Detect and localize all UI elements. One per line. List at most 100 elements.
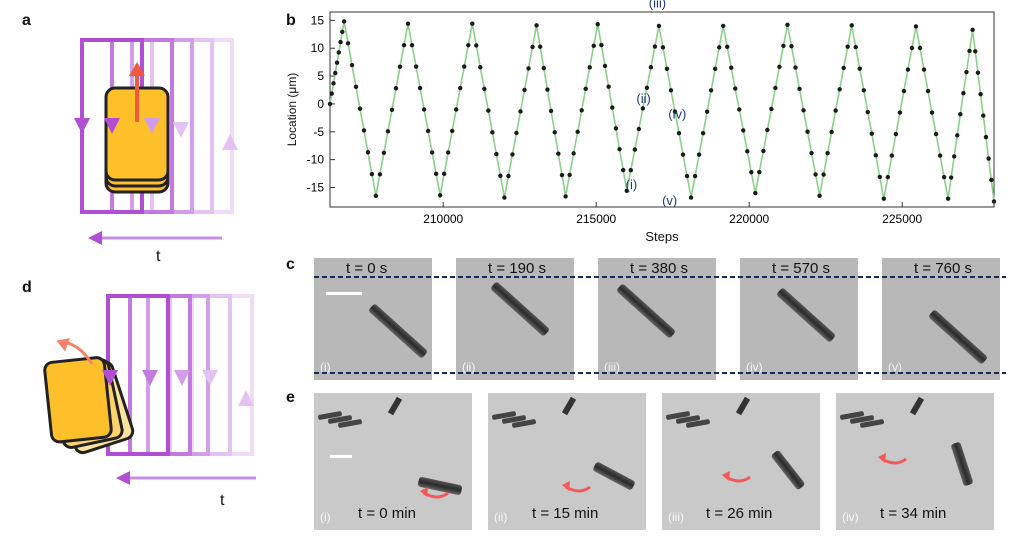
data-point [365, 150, 371, 155]
data-point [385, 129, 391, 134]
panel-a-time-label: t [156, 248, 161, 265]
y-tick-label: 15 [311, 13, 325, 27]
data-point [470, 21, 475, 26]
data-point [921, 67, 927, 72]
red-curved-arrow-icon [420, 487, 449, 499]
x-tick-label: 215000 [576, 212, 616, 226]
data-point [725, 44, 730, 50]
data-point [425, 128, 431, 134]
down-arrowhead-icon [104, 118, 120, 134]
data-point [929, 110, 935, 115]
data-point [668, 88, 674, 93]
data-point [389, 107, 395, 112]
data-point [901, 88, 907, 94]
panel-d-time-label: t [220, 492, 225, 509]
data-point [676, 130, 682, 136]
data-point [556, 151, 561, 156]
data-point [353, 84, 359, 90]
data-point [708, 88, 714, 93]
data-point [397, 64, 403, 69]
data-point [454, 107, 459, 112]
x-tick-label: 220000 [729, 212, 769, 226]
panel-c-frame: t = 190 s (ii) [456, 258, 574, 380]
data-point [941, 174, 947, 180]
red-curved-arrow-icon [722, 471, 751, 483]
crystal [770, 449, 806, 491]
data-point [917, 45, 923, 51]
red-curved-arrow-icon [878, 453, 907, 465]
panel-a-schematic [74, 38, 238, 245]
crystal [592, 461, 636, 491]
data-point [865, 109, 870, 115]
point-annotation: (iii) [649, 0, 666, 11]
data-point [421, 107, 427, 112]
data-point [958, 112, 963, 117]
data-point [567, 172, 572, 178]
crystal [387, 396, 403, 416]
data-point [441, 171, 447, 177]
data-point [373, 193, 379, 199]
x-tick-label: 210000 [423, 212, 463, 226]
data-point [345, 41, 351, 46]
panel-c-frame: t = 0 s (i) [314, 258, 432, 380]
curved-arrow-icon [56, 338, 70, 352]
data-point [437, 193, 443, 198]
data-point [510, 152, 515, 157]
data-point [628, 168, 634, 173]
frame-index-label: (iii) [604, 360, 620, 374]
data-point [466, 42, 471, 48]
data-point [712, 66, 718, 72]
data-point [845, 44, 850, 49]
data-point [970, 27, 975, 33]
data-point [741, 128, 746, 133]
data-point [749, 169, 754, 175]
down-arrowhead-icon [102, 370, 118, 386]
data-point [526, 66, 531, 71]
data-point [925, 88, 931, 94]
point-annotation: (ii) [636, 91, 650, 106]
panel-label-d: d [22, 279, 32, 296]
up-arrow-icon [129, 62, 145, 76]
data-point [769, 106, 774, 112]
left-arrow-icon [88, 231, 102, 245]
data-point [548, 108, 554, 114]
data-point [765, 127, 770, 133]
crystal-layer [43, 356, 113, 444]
x-tick-label: 225000 [882, 212, 922, 226]
data-point [897, 110, 903, 115]
panel-label-a: a [22, 12, 31, 29]
left-arrow-icon [116, 471, 130, 485]
frame-time-label: t = 26 min [706, 505, 773, 522]
data-point [340, 29, 345, 34]
data-point [624, 188, 630, 194]
data-point [696, 152, 702, 157]
data-point [563, 194, 568, 199]
data-point [692, 173, 698, 179]
data-point [745, 149, 750, 154]
data-point [793, 65, 798, 70]
data-point [973, 49, 978, 54]
data-point [729, 65, 734, 70]
panel-c-frame: t = 570 s (iv) [740, 258, 858, 380]
data-point [948, 175, 954, 180]
data-point [502, 195, 507, 200]
frame-time-label: t = 380 s [630, 260, 688, 277]
data-point [552, 130, 557, 135]
data-point [537, 44, 543, 49]
data-point [841, 65, 846, 71]
y-tick-label: 5 [317, 69, 324, 83]
data-point [610, 105, 615, 110]
data-point [579, 108, 584, 113]
data-point [753, 190, 758, 196]
point-annotation: (v) [662, 193, 677, 208]
data-point [587, 65, 592, 70]
data-point [789, 43, 794, 49]
data-point [809, 150, 814, 156]
data-point [981, 113, 986, 118]
data-point [893, 131, 899, 137]
data-point [757, 169, 762, 175]
data-point [482, 86, 487, 92]
data-point [575, 129, 580, 135]
data-point [445, 150, 451, 155]
y-tick-label: -5 [313, 125, 324, 139]
